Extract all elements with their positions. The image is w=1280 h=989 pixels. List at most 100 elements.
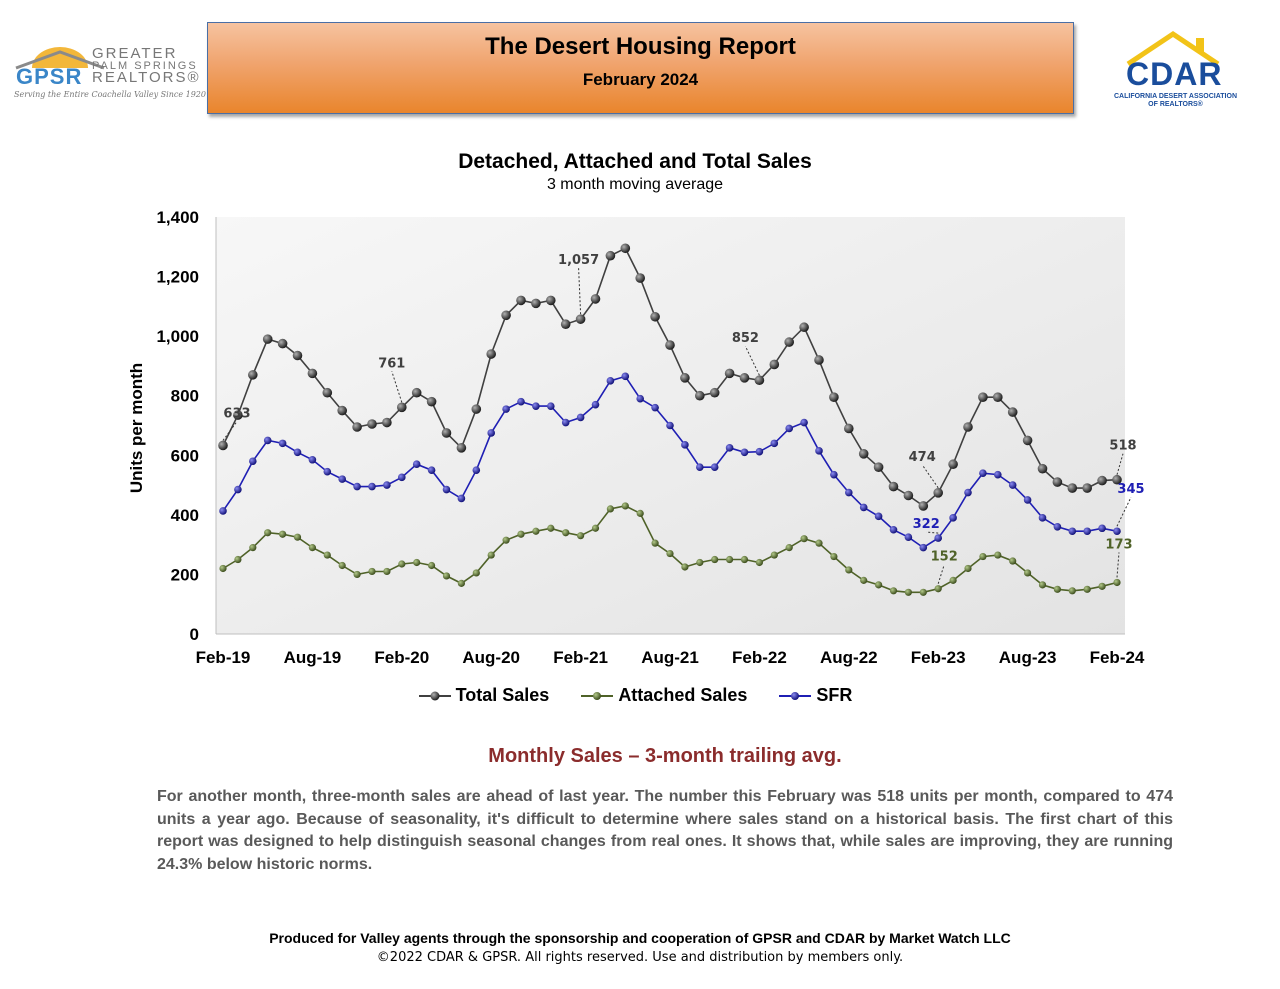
x-tick-label: Aug-22 [820, 648, 878, 667]
data-point-attached-sales [681, 563, 689, 571]
data-point-total-sales [516, 295, 526, 306]
data-point-attached-sales [1009, 557, 1017, 565]
cdar-roof-icon [1126, 30, 1220, 67]
y-axis-label: Units per month [127, 363, 146, 493]
data-point-sfr [994, 470, 1002, 479]
data-point-attached-sales [234, 555, 242, 564]
chart-subtitle: 3 month moving average [546, 176, 724, 193]
data-point-sfr [591, 400, 600, 409]
y-tick-label: 1,000 [156, 327, 199, 346]
data-point-sfr [696, 463, 704, 472]
data-point-sfr [1068, 527, 1077, 536]
data-point-total-sales [411, 387, 422, 398]
data-point-total-sales [575, 314, 586, 324]
data-point-attached-sales [338, 561, 346, 570]
data-point-total-sales [337, 405, 348, 416]
data-point-total-sales [709, 387, 720, 398]
y-tick-label: 600 [171, 446, 199, 465]
data-label: 633 [223, 406, 250, 421]
data-point-attached-sales [308, 544, 316, 552]
data-point-total-sales [888, 481, 899, 492]
data-point-sfr [904, 533, 913, 541]
data-point-sfr [830, 470, 838, 479]
annotation-leader [937, 564, 945, 584]
data-point-sfr [874, 512, 883, 521]
gpsr-tagline: Serving the Entire Coachella Valley Sinc… [14, 90, 206, 99]
data-point-attached-sales [323, 551, 331, 559]
x-tick-label: Feb-22 [732, 648, 787, 667]
data-point-sfr [517, 397, 525, 406]
data-point-sfr [249, 457, 257, 466]
x-tick-label: Feb-19 [196, 648, 251, 667]
y-tick-label: 400 [171, 506, 199, 525]
data-point-total-sales [456, 443, 467, 453]
legend-marker-attached-sales [581, 692, 614, 700]
x-tick-label: Feb-24 [1090, 648, 1145, 667]
data-label: 518 [1109, 439, 1136, 454]
data-point-attached-sales [651, 539, 659, 547]
data-point-sfr [1083, 527, 1091, 536]
data-point-total-sales [948, 459, 958, 470]
data-point-total-sales [218, 440, 228, 451]
cdar-abbrev: CDAR [1126, 56, 1223, 92]
annotation-leader [1116, 497, 1132, 527]
data-point-attached-sales [889, 587, 898, 595]
data-point-attached-sales [502, 536, 510, 544]
data-point-sfr [889, 525, 898, 534]
data-point-sfr [383, 481, 391, 489]
data-point-total-sales [441, 428, 452, 438]
annotation-leader [391, 371, 403, 403]
data-point-attached-sales [219, 564, 227, 573]
data-point-sfr [412, 460, 421, 469]
data-point-attached-sales [1113, 578, 1121, 587]
data-point-attached-sales [875, 581, 883, 589]
data-point-sfr [785, 424, 793, 433]
data-point-sfr [219, 507, 227, 515]
data-label: 152 [931, 550, 958, 565]
data-point-total-sales [933, 488, 943, 498]
data-point-sfr [949, 514, 957, 522]
data-point-total-sales [426, 396, 437, 407]
data-point-sfr [1053, 522, 1062, 531]
data-point-sfr [621, 372, 630, 381]
data-point-total-sales [322, 387, 333, 398]
data-point-sfr [681, 441, 689, 449]
legend-label-total-sales: Total Sales [455, 684, 550, 705]
data-point-sfr [547, 402, 555, 410]
x-tick-label: Feb-21 [553, 648, 608, 667]
data-point-attached-sales [1098, 582, 1106, 590]
data-point-total-sales [620, 243, 631, 254]
data-point-sfr [532, 402, 540, 410]
data-point-sfr [278, 439, 287, 448]
cdar-logo: CDAR CALIFORNIA DESERT ASSOCIATION OF RE… [1098, 28, 1253, 118]
data-point-sfr [1008, 481, 1017, 489]
data-point-attached-sales [1053, 585, 1061, 593]
data-point-attached-sales [264, 529, 272, 537]
title-banner: The Desert Housing Report February 2024 [207, 22, 1074, 114]
data-point-attached-sales [562, 529, 570, 537]
gpsr-name-line2: PALM SPRINGS [92, 60, 198, 72]
data-label: 345 [1117, 482, 1144, 497]
x-tick-label: Aug-23 [999, 648, 1057, 667]
data-point-total-sales [262, 334, 273, 344]
data-point-attached-sales [1083, 585, 1091, 593]
data-point-attached-sales [696, 558, 704, 567]
data-point-attached-sales [442, 572, 451, 580]
data-point-attached-sales [279, 530, 287, 538]
data-point-sfr [323, 467, 332, 476]
data-point-sfr [576, 413, 585, 422]
data-point-total-sales [665, 340, 675, 350]
annotation-leader [744, 346, 760, 376]
y-tick-label: 1,400 [156, 208, 199, 227]
footer-credit: Produced for Valley agents through the s… [269, 930, 1011, 946]
data-point-total-sales [903, 490, 914, 501]
data-point-sfr [398, 473, 406, 482]
data-point-attached-sales [711, 555, 719, 564]
data-point-sfr [487, 429, 496, 437]
data-point-sfr [770, 439, 779, 448]
footer-copyright: ©2022 CDAR & GPSR. All rights reserved. … [376, 950, 904, 965]
data-point-total-sales [277, 338, 288, 349]
data-point-attached-sales [964, 564, 972, 573]
y-ticks: 0 200 400 600 800 1,000 1,200 1,400 [156, 208, 199, 644]
data-point-attached-sales [368, 567, 376, 576]
